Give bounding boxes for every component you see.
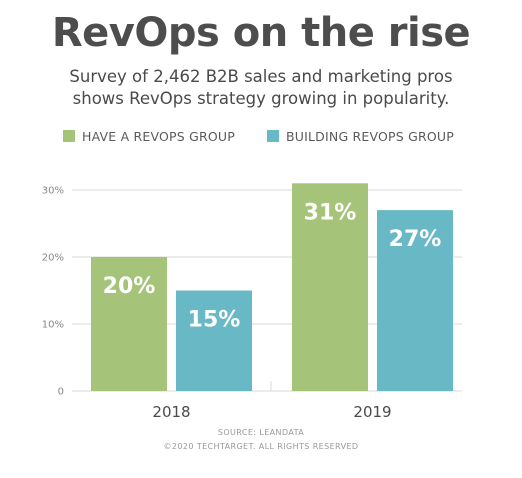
legend-label-have-revops: HAVE A REVOPS GROUP [82,128,235,144]
subtitle-line-2: shows RevOps strategy growing in popular… [72,89,450,108]
legend-swatch-teal [267,130,279,142]
value-label-2019-series-0: 31% [304,200,357,225]
y-axis-tick-labels: 0 10% 20% 30% [42,186,64,398]
bar-2019-series-0 [292,183,368,391]
x-axis-category-labels: 2018 2019 [152,403,391,421]
bars [91,183,453,391]
copyright-note: ©2020 TECHTARGET. ALL RIGHTS RESERVED [163,442,359,451]
source-note: SOURCE: LEANDATA [217,428,305,437]
legend-label-building-revops: BUILDING REVOPS GROUP [286,128,454,144]
value-label-2019-series-1: 27% [389,227,442,252]
value-label-2018-series-1: 15% [188,308,241,333]
y-tick-label: 20% [42,253,64,264]
legend-swatch-green [63,130,75,142]
y-tick-label: 0 [58,387,64,398]
bar-2019-series-1 [377,210,453,391]
bar-2018-series-1 [176,290,252,391]
y-tick-label: 30% [42,186,64,197]
legend-item-building-revops: BUILDING REVOPS GROUP [267,128,454,144]
value-label-2018-series-0: 20% [103,274,156,299]
chart-title: RevOps on the rise [51,10,471,56]
chart-subtitle: Survey of 2,462 B2B sales and marketing … [0,66,522,110]
category-label-2018: 2018 [152,403,190,421]
bar-2018-series-0 [91,257,167,391]
legend-item-have-revops: HAVE A REVOPS GROUP [63,128,235,144]
chart-legend: HAVE A REVOPS GROUP BUILDING REVOPS GROU… [0,128,522,144]
subtitle-line-1: Survey of 2,462 B2B sales and marketing … [69,67,453,86]
y-tick-label: 10% [42,320,64,331]
category-label-2019: 2019 [353,403,391,421]
value-labels: 20% 15% 31% 27% [103,200,442,332]
